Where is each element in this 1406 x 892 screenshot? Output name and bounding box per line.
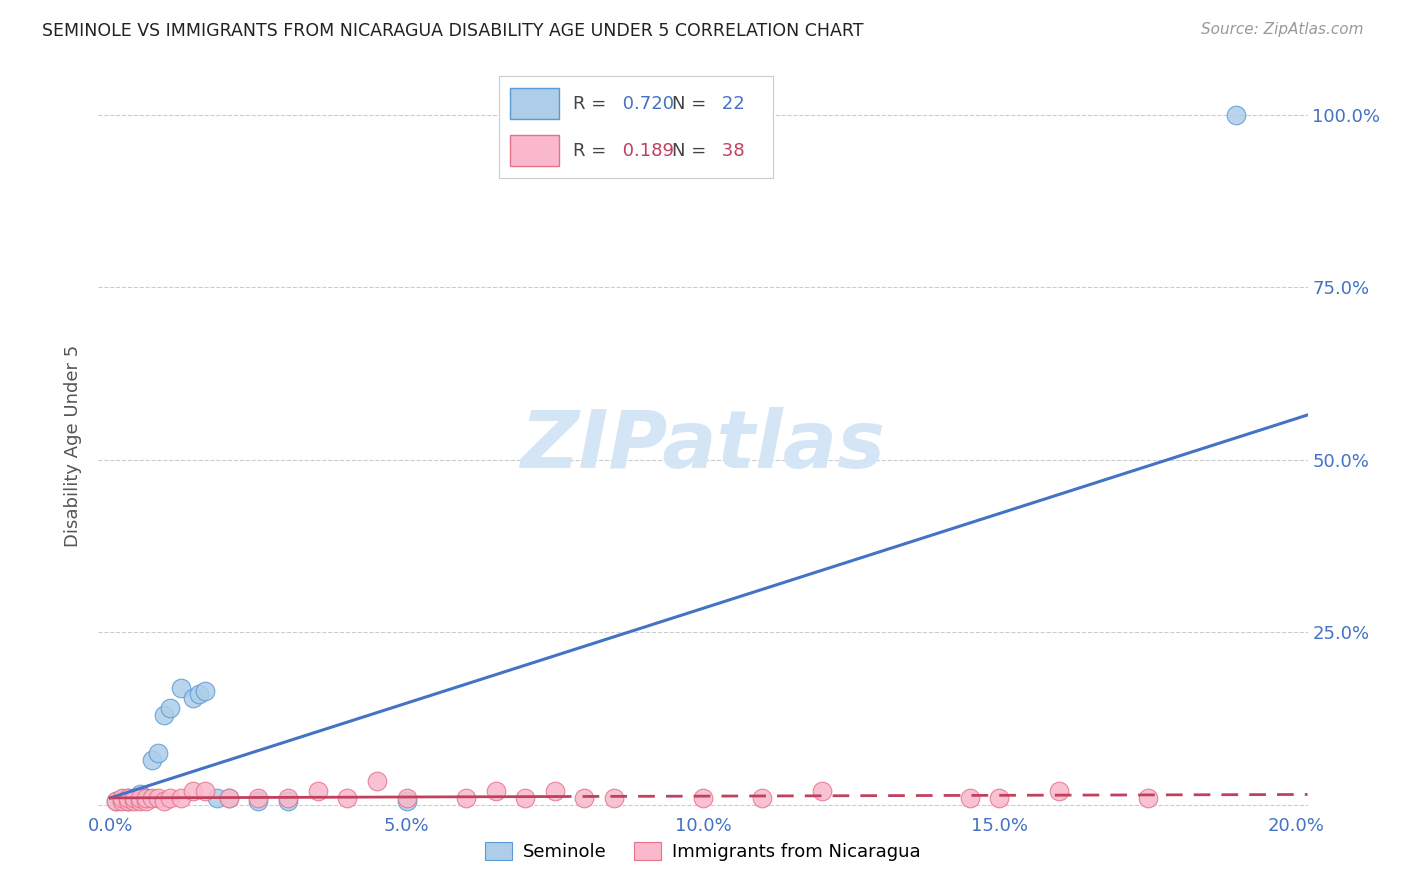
Point (152, 794, 174, 808)
Point (247, 794, 270, 808)
Text: Source: ZipAtlas.com: Source: ZipAtlas.com (1201, 22, 1364, 37)
Point (1136, 791, 1159, 805)
Text: ZIPatlas: ZIPatlas (520, 407, 886, 485)
Point (117, 794, 139, 808)
Point (146, 746, 169, 760)
Text: N =: N = (672, 142, 706, 160)
Point (152, 708, 174, 723)
Text: R =: R = (574, 95, 606, 112)
Point (336, 791, 359, 805)
Point (111, 792, 134, 806)
Point (247, 791, 270, 805)
Point (129, 788, 152, 802)
Point (515, 791, 537, 805)
Text: 38: 38 (716, 142, 744, 160)
Point (122, 791, 145, 805)
Text: 22: 22 (716, 95, 744, 112)
Point (146, 791, 169, 805)
Point (1225, 108, 1247, 122)
Point (135, 791, 157, 805)
Point (218, 791, 240, 805)
Point (129, 791, 152, 805)
Point (1047, 784, 1070, 798)
Point (194, 784, 217, 798)
Point (159, 701, 181, 715)
Point (205, 791, 228, 805)
Point (188, 687, 211, 701)
Point (135, 794, 157, 808)
Point (122, 792, 145, 806)
Point (117, 791, 139, 805)
Point (194, 684, 217, 698)
Point (218, 791, 240, 805)
Point (117, 791, 139, 805)
Point (277, 794, 299, 808)
Point (277, 791, 299, 805)
Text: 0.720: 0.720 (617, 95, 673, 112)
Point (692, 791, 714, 805)
Point (810, 784, 832, 798)
Point (181, 690, 204, 705)
Point (170, 791, 193, 805)
Y-axis label: Disability Age Under 5: Disability Age Under 5 (65, 345, 83, 547)
Point (307, 784, 329, 798)
Point (959, 791, 981, 805)
Point (141, 791, 163, 805)
Point (454, 791, 477, 805)
Point (603, 791, 626, 805)
Text: SEMINOLE VS IMMIGRANTS FROM NICARAGUA DISABILITY AGE UNDER 5 CORRELATION CHART: SEMINOLE VS IMMIGRANTS FROM NICARAGUA DI… (42, 22, 863, 40)
Point (129, 791, 152, 805)
Text: N =: N = (672, 95, 706, 112)
Point (181, 784, 204, 798)
Point (135, 791, 157, 805)
Point (395, 791, 418, 805)
Point (117, 794, 139, 808)
Point (170, 681, 193, 695)
Point (105, 794, 128, 808)
Point (141, 753, 163, 767)
Point (111, 791, 134, 805)
Legend: Seminole, Immigrants from Nicaragua: Seminole, Immigrants from Nicaragua (478, 835, 928, 869)
Point (988, 791, 1011, 805)
Point (544, 784, 567, 798)
Text: R =: R = (574, 142, 606, 160)
Point (105, 794, 128, 808)
Point (574, 791, 596, 805)
FancyBboxPatch shape (510, 88, 560, 119)
Point (395, 794, 418, 808)
Point (751, 791, 773, 805)
Point (122, 794, 145, 808)
Text: 0.189: 0.189 (617, 142, 673, 160)
Point (484, 784, 506, 798)
Point (366, 773, 388, 788)
Point (111, 794, 134, 808)
FancyBboxPatch shape (510, 136, 560, 166)
Point (129, 794, 152, 808)
Point (159, 791, 181, 805)
